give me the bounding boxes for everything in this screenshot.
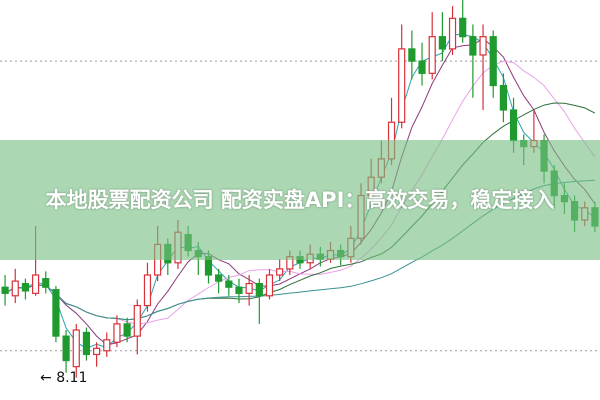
candle-body bbox=[1, 286, 9, 294]
candle-body bbox=[103, 339, 111, 352]
candle-body bbox=[408, 48, 416, 62]
candle-body bbox=[133, 304, 141, 337]
candle-body bbox=[245, 282, 253, 294]
candle-body bbox=[448, 17, 457, 50]
candle-body bbox=[82, 331, 91, 356]
banner-title: 本地股票配资公司 配资实盘API：高效交易，稳定接入 bbox=[45, 188, 555, 212]
candle-body bbox=[215, 274, 223, 282]
candle-body bbox=[418, 60, 426, 74]
low-price-label: ← 8.11 bbox=[40, 370, 88, 386]
candle-body bbox=[479, 36, 487, 56]
candle-body bbox=[62, 335, 70, 362]
candle-body bbox=[469, 36, 477, 56]
candle-body bbox=[428, 36, 436, 74]
candle-body bbox=[93, 347, 101, 356]
candle-body bbox=[21, 282, 30, 292]
low-price-value: 8.11 bbox=[56, 370, 88, 386]
title-banner: 本地股票配资公司 配资实盘API：高效交易，稳定接入 bbox=[0, 140, 600, 260]
candle-body bbox=[265, 274, 274, 297]
candle-body bbox=[72, 329, 80, 368]
candle-body bbox=[438, 36, 446, 50]
candle-body bbox=[31, 274, 40, 294]
candle-body bbox=[113, 323, 121, 343]
candle-body bbox=[123, 323, 131, 337]
candle-body bbox=[398, 48, 406, 123]
candle-body bbox=[509, 109, 518, 142]
candle-body bbox=[499, 84, 507, 111]
candle-body bbox=[52, 289, 60, 337]
candle-body bbox=[489, 36, 497, 87]
candle-body bbox=[225, 280, 233, 288]
candle-body bbox=[255, 282, 263, 297]
candle-body bbox=[235, 286, 243, 294]
candle-body bbox=[11, 280, 19, 297]
candle-body bbox=[143, 274, 152, 307]
candle-body bbox=[459, 17, 467, 38]
candle-body bbox=[276, 268, 284, 276]
candle-body bbox=[42, 278, 50, 288]
